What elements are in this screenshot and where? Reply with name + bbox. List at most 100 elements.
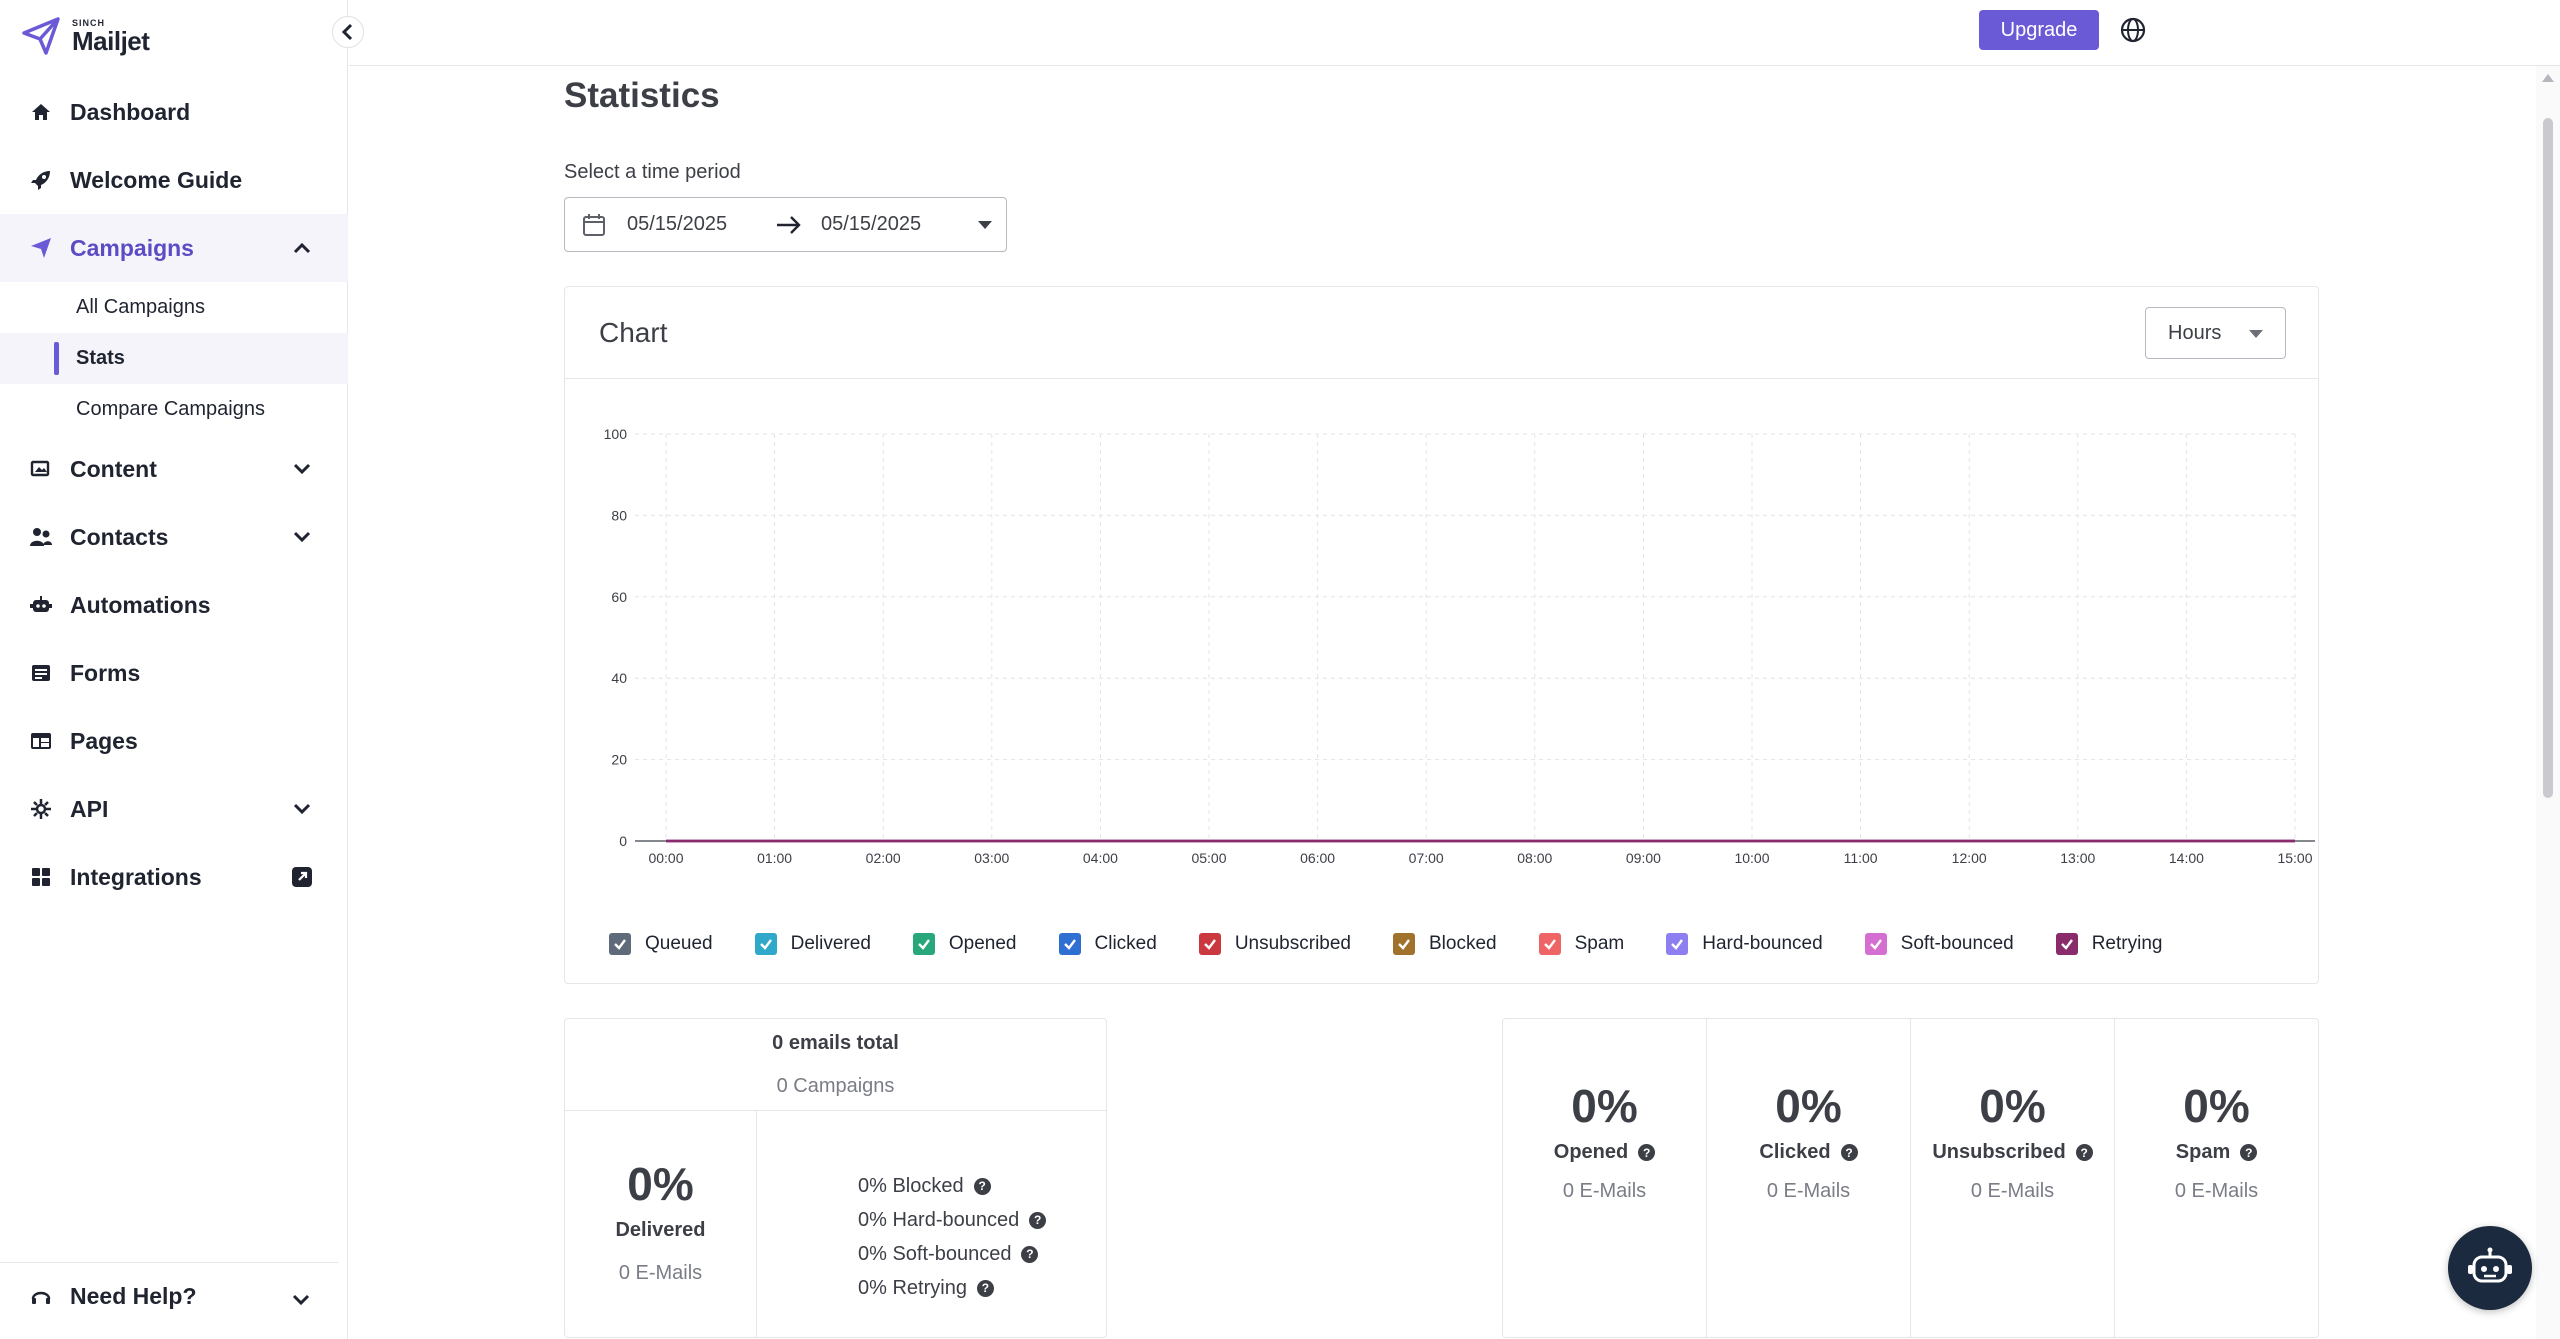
checkbox-checked-icon[interactable] [912,933,935,955]
legend-item-retrying[interactable]: Retrying [2055,933,2163,955]
sidebar-subitem-stats[interactable]: Stats [0,333,348,384]
legend-label: Opened [948,933,1017,954]
metrics-card: 0% Opened? 0 E-Mails 0% Clicked? 0 E-Mai… [1502,1018,2319,1338]
legend-item-opened[interactable]: Opened [912,933,1017,955]
scroll-up-arrow[interactable] [2542,74,2554,82]
sidebar-item-integrations[interactable]: Integrations [0,843,348,911]
page-title: Statistics [564,76,720,115]
legend-item-hard-bounced[interactable]: Hard-bounced [1666,933,1823,955]
blocked-rate: 0% Blocked? [858,1169,1046,1203]
y-tick-label: 100 [604,426,628,442]
x-tick-label: 15:00 [2277,850,2312,866]
granularity-select[interactable]: Hours [2145,307,2286,359]
y-tick-label: 40 [611,670,627,686]
checkbox-checked-icon[interactable] [1666,933,1689,955]
sidebar-item-campaigns[interactable]: Campaigns [0,214,348,282]
legend-item-unsubscribed[interactable]: Unsubscribed [1198,933,1351,955]
x-tick-label: 12:00 [1952,850,1987,866]
metric-label: Clicked [1759,1141,1831,1163]
checkbox-checked-icon[interactable] [609,933,631,955]
need-help-button[interactable]: Need Help? [0,1262,338,1330]
external-link-icon[interactable] [290,865,314,889]
metric-label: Spam [2175,1141,2231,1163]
sidebar-item-welcome-guide[interactable]: Welcome Guide [0,146,348,214]
sidebar-item-label: Dashboard [70,98,191,125]
checkbox-checked-icon[interactable] [1198,933,1221,955]
sidebar-item-dashboard[interactable]: Dashboard [0,78,348,146]
chart-legend: Queued Delivered Opened Clicked Unsubscribed… [609,933,2204,955]
sidebar-subitem-all-campaigns[interactable]: All Campaigns [0,282,348,333]
image-icon [28,456,54,482]
legend-item-clicked[interactable]: Clicked [1058,933,1157,955]
collapse-sidebar-button[interactable] [332,16,364,48]
legend-item-soft-bounced[interactable]: Soft-bounced [1864,933,2014,955]
help-icon[interactable]: ? [976,1279,994,1297]
rate-text: 0% Hard-bounced [858,1208,1020,1231]
y-tick-label: 20 [611,752,627,768]
robot-icon [2468,1247,2512,1283]
date-to[interactable]: 05/15/2025 [821,213,922,235]
headset-icon [28,1284,54,1310]
mailjet-logo[interactable]: SINCH Mailjet [20,14,150,58]
metric-unsubscribed: 0% Unsubscribed? 0 E-Mails [1911,1019,2115,1337]
x-tick-label: 05:00 [1191,850,1226,866]
vertical-scrollbar[interactable] [2536,66,2560,1339]
legend-label: Queued [645,933,713,954]
sidebar-item-api[interactable]: API [0,775,348,843]
metric-label-wrap: Spam? [2175,1141,2258,1164]
help-icon[interactable]: ? [1029,1211,1047,1229]
sidebar-item-automations[interactable]: Automations [0,571,348,639]
upgrade-button[interactable]: Upgrade [1979,10,2099,50]
metric-label: Unsubscribed [1932,1141,2066,1163]
soft-bounced-rate: 0% Soft-bounced? [858,1237,1046,1271]
delivered-label: Delivered [615,1219,706,1241]
help-icon[interactable]: ? [2240,1144,2258,1161]
help-icon[interactable]: ? [1021,1245,1039,1263]
sidebar-item-pages[interactable]: Pages [0,707,348,775]
legend-item-spam[interactable]: Spam [1538,933,1624,955]
checkbox-checked-icon[interactable] [2055,933,2078,955]
sidebar-item-content[interactable]: Content [0,435,348,503]
help-icon[interactable]: ? [1840,1144,1858,1161]
rate-list: 0% Blocked? 0% Hard-bounced? 0% Soft-bou… [858,1169,1047,1305]
delivered-percent: 0% [627,1158,694,1210]
legend-item-blocked[interactable]: Blocked [1393,933,1497,955]
sidebar-subitem-compare-campaigns[interactable]: Compare Campaigns [0,384,348,435]
sidebar-item-contacts[interactable]: Contacts [0,503,348,571]
legend-label: Clicked [1094,933,1157,954]
help-icon[interactable]: ? [2075,1144,2093,1161]
date-from[interactable]: 05/15/2025 [627,213,728,235]
checkbox-checked-icon[interactable] [1393,933,1415,955]
legend-item-queued[interactable]: Queued [609,933,713,955]
chevron-down-icon[interactable] [290,457,314,481]
form-icon [28,660,54,686]
legend-label: Retrying [2091,933,2163,954]
metric-label-wrap: Opened? [1554,1141,1656,1164]
sidebar-item-label: Welcome Guide [70,166,243,193]
chevron-left-icon [341,23,353,41]
metric-percent: 0% [1571,1080,1638,1132]
date-range-picker[interactable]: 05/15/2025 05/15/2025 [564,197,1007,252]
chevron-down-icon[interactable] [290,525,314,549]
paper-plane-icon [28,235,54,261]
x-tick-label: 13:00 [2060,850,2095,866]
checkbox-checked-icon[interactable] [1058,933,1081,955]
scrollbar-thumb[interactable] [2543,118,2553,798]
rate-text: 0% Soft-bounced [858,1242,1012,1265]
help-icon[interactable]: ? [973,1177,991,1195]
metric-spam: 0% Spam? 0 E-Mails [2115,1019,2318,1337]
sidebar-subitem-label: Stats [76,347,125,369]
checkbox-checked-icon[interactable] [1538,933,1561,955]
chevron-down-icon[interactable] [290,797,314,821]
sidebar-item-forms[interactable]: Forms [0,639,348,707]
chevron-up-icon[interactable] [290,236,314,260]
legend-label: Soft-bounced [1900,933,2014,954]
chatbot-button[interactable] [2448,1226,2532,1310]
checkbox-checked-icon[interactable] [754,933,777,955]
top-bar: Upgrade [349,0,2560,66]
checkbox-checked-icon[interactable] [1864,933,1887,955]
help-icon[interactable]: ? [1638,1144,1656,1161]
globe-icon[interactable] [2119,16,2147,44]
legend-item-delivered[interactable]: Delivered [754,933,871,955]
chevron-down-icon[interactable] [292,1285,310,1312]
